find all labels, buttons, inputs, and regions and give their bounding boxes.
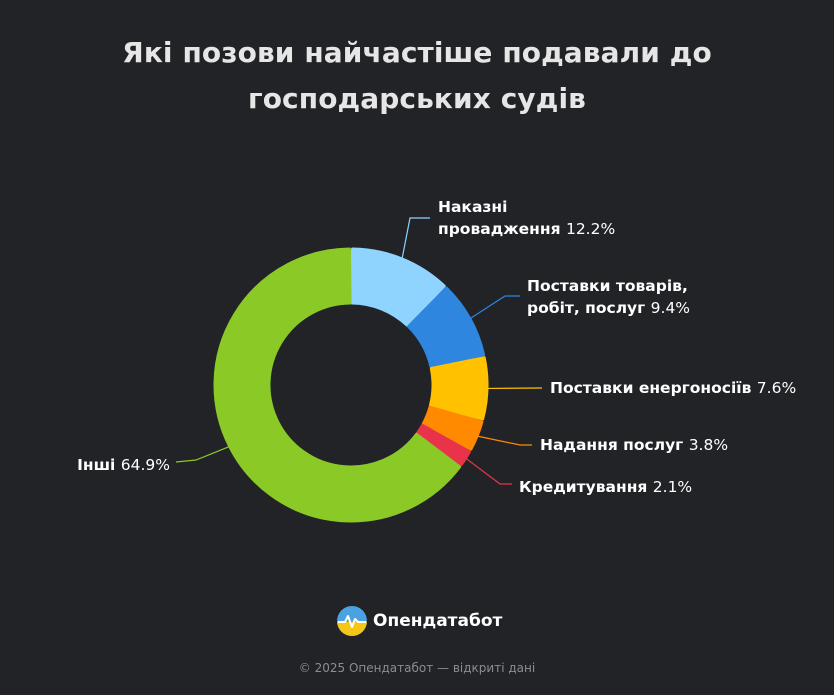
brand: Опендатабот [336,604,502,638]
leader-lines [175,217,542,485]
slice-labels: Наказні провадження 12.2% Поставки товарів… [77,198,796,496]
data-label-line: Надання послуг [540,436,689,454]
leader-line-наказні-провадження [401,217,430,259]
data-label-value: 7.6% [757,379,796,397]
leader-line-інші [175,446,229,463]
data-label-value: 3.8% [689,436,728,454]
data-label-line: провадження [438,220,566,238]
slice-надання-послуг [421,405,484,451]
chart-title-line-1: Які позови найчастіше подавали до [122,36,712,69]
data-label-надання-послуг: Надання послуг 3.8% [540,436,728,454]
data-label-line: Кредитування [519,478,653,496]
data-label-line: Поставки товарів, [527,277,688,295]
data-label-line: робіт, послуг [527,299,651,317]
leader-line-кредитування [466,458,512,485]
data-label-наказні-провадження: Наказні провадження 12.2% [438,198,615,238]
slice-інші [213,247,462,523]
data-label-value: 64.9% [121,456,170,474]
brand-name: Опендатабот [373,611,503,631]
sun-over-water-logo-icon [337,606,367,636]
data-label-value: 9.4% [651,299,690,317]
leader-line-поставки-товарів-робіт-послуг [470,295,520,319]
data-label-поставки-товарів-робіт-послуг: Поставки товарів, робіт, послуг 9.4% [527,277,690,317]
slice-поставки-товарів-робіт-послуг [407,286,486,369]
data-label-value: 2.1% [653,478,692,496]
data-label-line: Поставки енергоносіїв [550,379,757,397]
slice-поставки-енергоносіїв [428,356,489,421]
data-label-інші: Інші 64.9% [77,456,170,474]
footer-copyright: © 2025 Опендатабот — відкриті дані [298,661,536,675]
donut-slices [213,247,489,523]
data-label-value: 12.2% [566,220,615,238]
data-label-line: Наказні [438,198,507,216]
data-label-кредитування: Кредитування 2.1% [519,478,692,496]
leader-line-надання-послуг [477,435,532,446]
slice-наказні-провадження [350,247,446,327]
data-label-поставки-енергоносіїв: Поставки енергоносіїв 7.6% [550,379,796,397]
chart-title-line-2: господарських судів [247,82,586,115]
data-label-line: Інші [77,456,121,474]
slice-кредитування [416,423,471,466]
chart-title: Які позови найчастіше подавали до господ… [0,30,834,122]
